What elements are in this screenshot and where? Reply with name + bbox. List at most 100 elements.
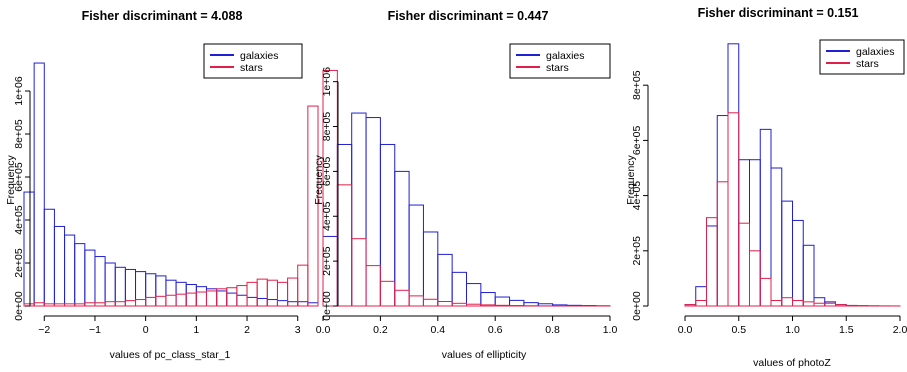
histogram-bar-stars — [738, 222, 750, 307]
histogram-bar-stars — [351, 238, 367, 307]
bars-group — [684, 43, 901, 307]
y-tick-label: 8e+05 — [631, 70, 643, 100]
legend-label-stars: stars — [240, 62, 263, 74]
y-tick-label: 2e+05 — [321, 246, 333, 276]
x-tick-label: 1 — [193, 324, 199, 336]
y-axis-label: Frequency — [5, 154, 17, 204]
histogram-bar-stars — [226, 287, 238, 307]
histogram-bar-stars — [792, 299, 804, 307]
histogram-bar-galaxies — [104, 262, 116, 307]
histogram-bar-galaxies — [185, 284, 197, 307]
histogram-bar-stars — [104, 301, 116, 307]
histogram-bar-stars — [408, 295, 424, 307]
y-tick-label: 0e+00 — [13, 291, 25, 321]
histogram-bar-galaxies — [226, 292, 238, 307]
legend-box — [819, 39, 905, 75]
y-tick-label: 0e+00 — [631, 291, 643, 321]
histogram-bar-galaxies — [297, 301, 309, 307]
x-tick-label: 1.0 — [785, 324, 800, 336]
legend-label-stars: stars — [546, 62, 569, 74]
x-tick-label: 2 — [244, 324, 250, 336]
histogram-bar-galaxies — [394, 170, 410, 307]
histogram-bar-stars — [135, 299, 147, 307]
histogram-bar-stars — [706, 217, 718, 307]
histogram-bar-stars — [336, 184, 353, 307]
histogram-bar-stars — [33, 302, 45, 307]
histogram-bar-galaxies — [716, 115, 729, 307]
x-axis-label: values of pc_class_star_1 — [110, 349, 231, 361]
histogram-bar-stars — [53, 303, 66, 307]
histogram-bar-galaxies — [422, 231, 439, 307]
histogram-bar-galaxies — [738, 159, 750, 307]
x-tick-label: 0.5 — [731, 324, 746, 336]
y-tick-label: 4e+05 — [13, 205, 25, 235]
legend-label-stars: stars — [856, 58, 879, 70]
chart-panel-ellipticity: Fisher discriminant = 0.447 0.0 0.2 0.4 0.6… — [313, 9, 617, 361]
histogram-bar-galaxies — [706, 225, 718, 307]
histogram-bar-galaxies — [802, 244, 815, 307]
histogram-bar-stars — [185, 292, 197, 307]
histogram-bar-galaxies — [781, 200, 793, 307]
legend-label-galaxies: galaxies — [856, 46, 895, 58]
histogram-bar-stars — [684, 304, 697, 307]
histogram-bar-stars — [114, 301, 126, 307]
histogram-bar-stars — [365, 265, 381, 307]
histogram-bar-galaxies — [165, 279, 177, 307]
histogram-bar-galaxies — [466, 283, 482, 307]
histogram-bar-galaxies — [266, 299, 278, 307]
histogram-bar-stars — [266, 279, 278, 307]
x-axis-label: values of photoZ — [753, 357, 831, 369]
histogram-bar-galaxies — [216, 290, 228, 307]
histogram-bar-galaxies — [53, 225, 66, 307]
histogram-bar-galaxies — [287, 301, 299, 307]
histogram-bar-stars — [155, 295, 167, 307]
histogram-bar-stars — [307, 105, 319, 307]
histogram-bar-galaxies — [246, 296, 258, 307]
histogram-bar-stars — [770, 299, 783, 307]
histogram-bar-stars — [480, 304, 496, 307]
histogram-bar-stars — [835, 304, 847, 307]
histogram-bar-stars — [246, 281, 258, 307]
x-tick-label: −2 — [38, 324, 50, 336]
histogram-bar-stars — [727, 112, 740, 307]
histogram-bar-galaxies — [84, 249, 96, 307]
axes-group: 0.0 0.5 1.0 1.5 2.0 0e+00 2e+05 4e+05 6e+05 8e+05 — [631, 70, 907, 336]
x-tick-label: 1.0 — [603, 324, 618, 336]
histogram-bar-galaxies — [727, 43, 740, 307]
histogram-bar-stars — [145, 296, 157, 307]
x-tick-label: 0.0 — [678, 324, 693, 336]
histogram-bar-galaxies — [276, 300, 289, 307]
histogram-bar-galaxies — [494, 296, 511, 307]
bars-group — [23, 62, 319, 307]
histogram-bar-stars — [64, 303, 76, 307]
histogram-bar-stars — [379, 280, 396, 307]
histogram-bar-stars — [297, 264, 309, 307]
histogram-bar-stars — [256, 278, 268, 307]
legend-label-galaxies: galaxies — [546, 50, 585, 62]
histogram-bar-galaxies — [695, 286, 707, 307]
histogram-bar-galaxies — [770, 167, 783, 307]
x-tick-label: 0.4 — [430, 324, 445, 336]
histogram-bar-galaxies — [145, 273, 157, 307]
histogram-bar-stars — [175, 293, 187, 307]
histogram-bar-stars — [43, 303, 55, 307]
histogram-bar-galaxies — [759, 128, 772, 307]
y-tick-label: 0e+00 — [321, 291, 333, 321]
histogram-bar-galaxies — [451, 271, 467, 307]
histogram-bar-stars — [394, 289, 410, 307]
chart-panel-pc-class-star: Fisher discriminant = 4.088 −2 −1 0 1 2 3 0e+0… — [5, 9, 319, 361]
histogram-bar-stars — [749, 250, 761, 307]
x-tick-label: 1.5 — [839, 324, 854, 336]
histogram-bar-stars — [845, 304, 858, 307]
histogram-bar-stars — [781, 297, 793, 307]
histogram-bar-stars — [205, 290, 218, 307]
histogram-bar-galaxies — [813, 297, 826, 307]
chart-panel-photoz: Fisher discriminant = 0.151 0.0 0.5 1.0 1.5… — [625, 6, 907, 369]
y-axis-label: Frequency — [625, 154, 637, 204]
x-tick-label: 3 — [295, 324, 301, 336]
histogram-bar-galaxies — [114, 266, 126, 307]
x-tick-label: 0.0 — [316, 324, 331, 336]
histogram-bar-stars — [422, 298, 439, 307]
